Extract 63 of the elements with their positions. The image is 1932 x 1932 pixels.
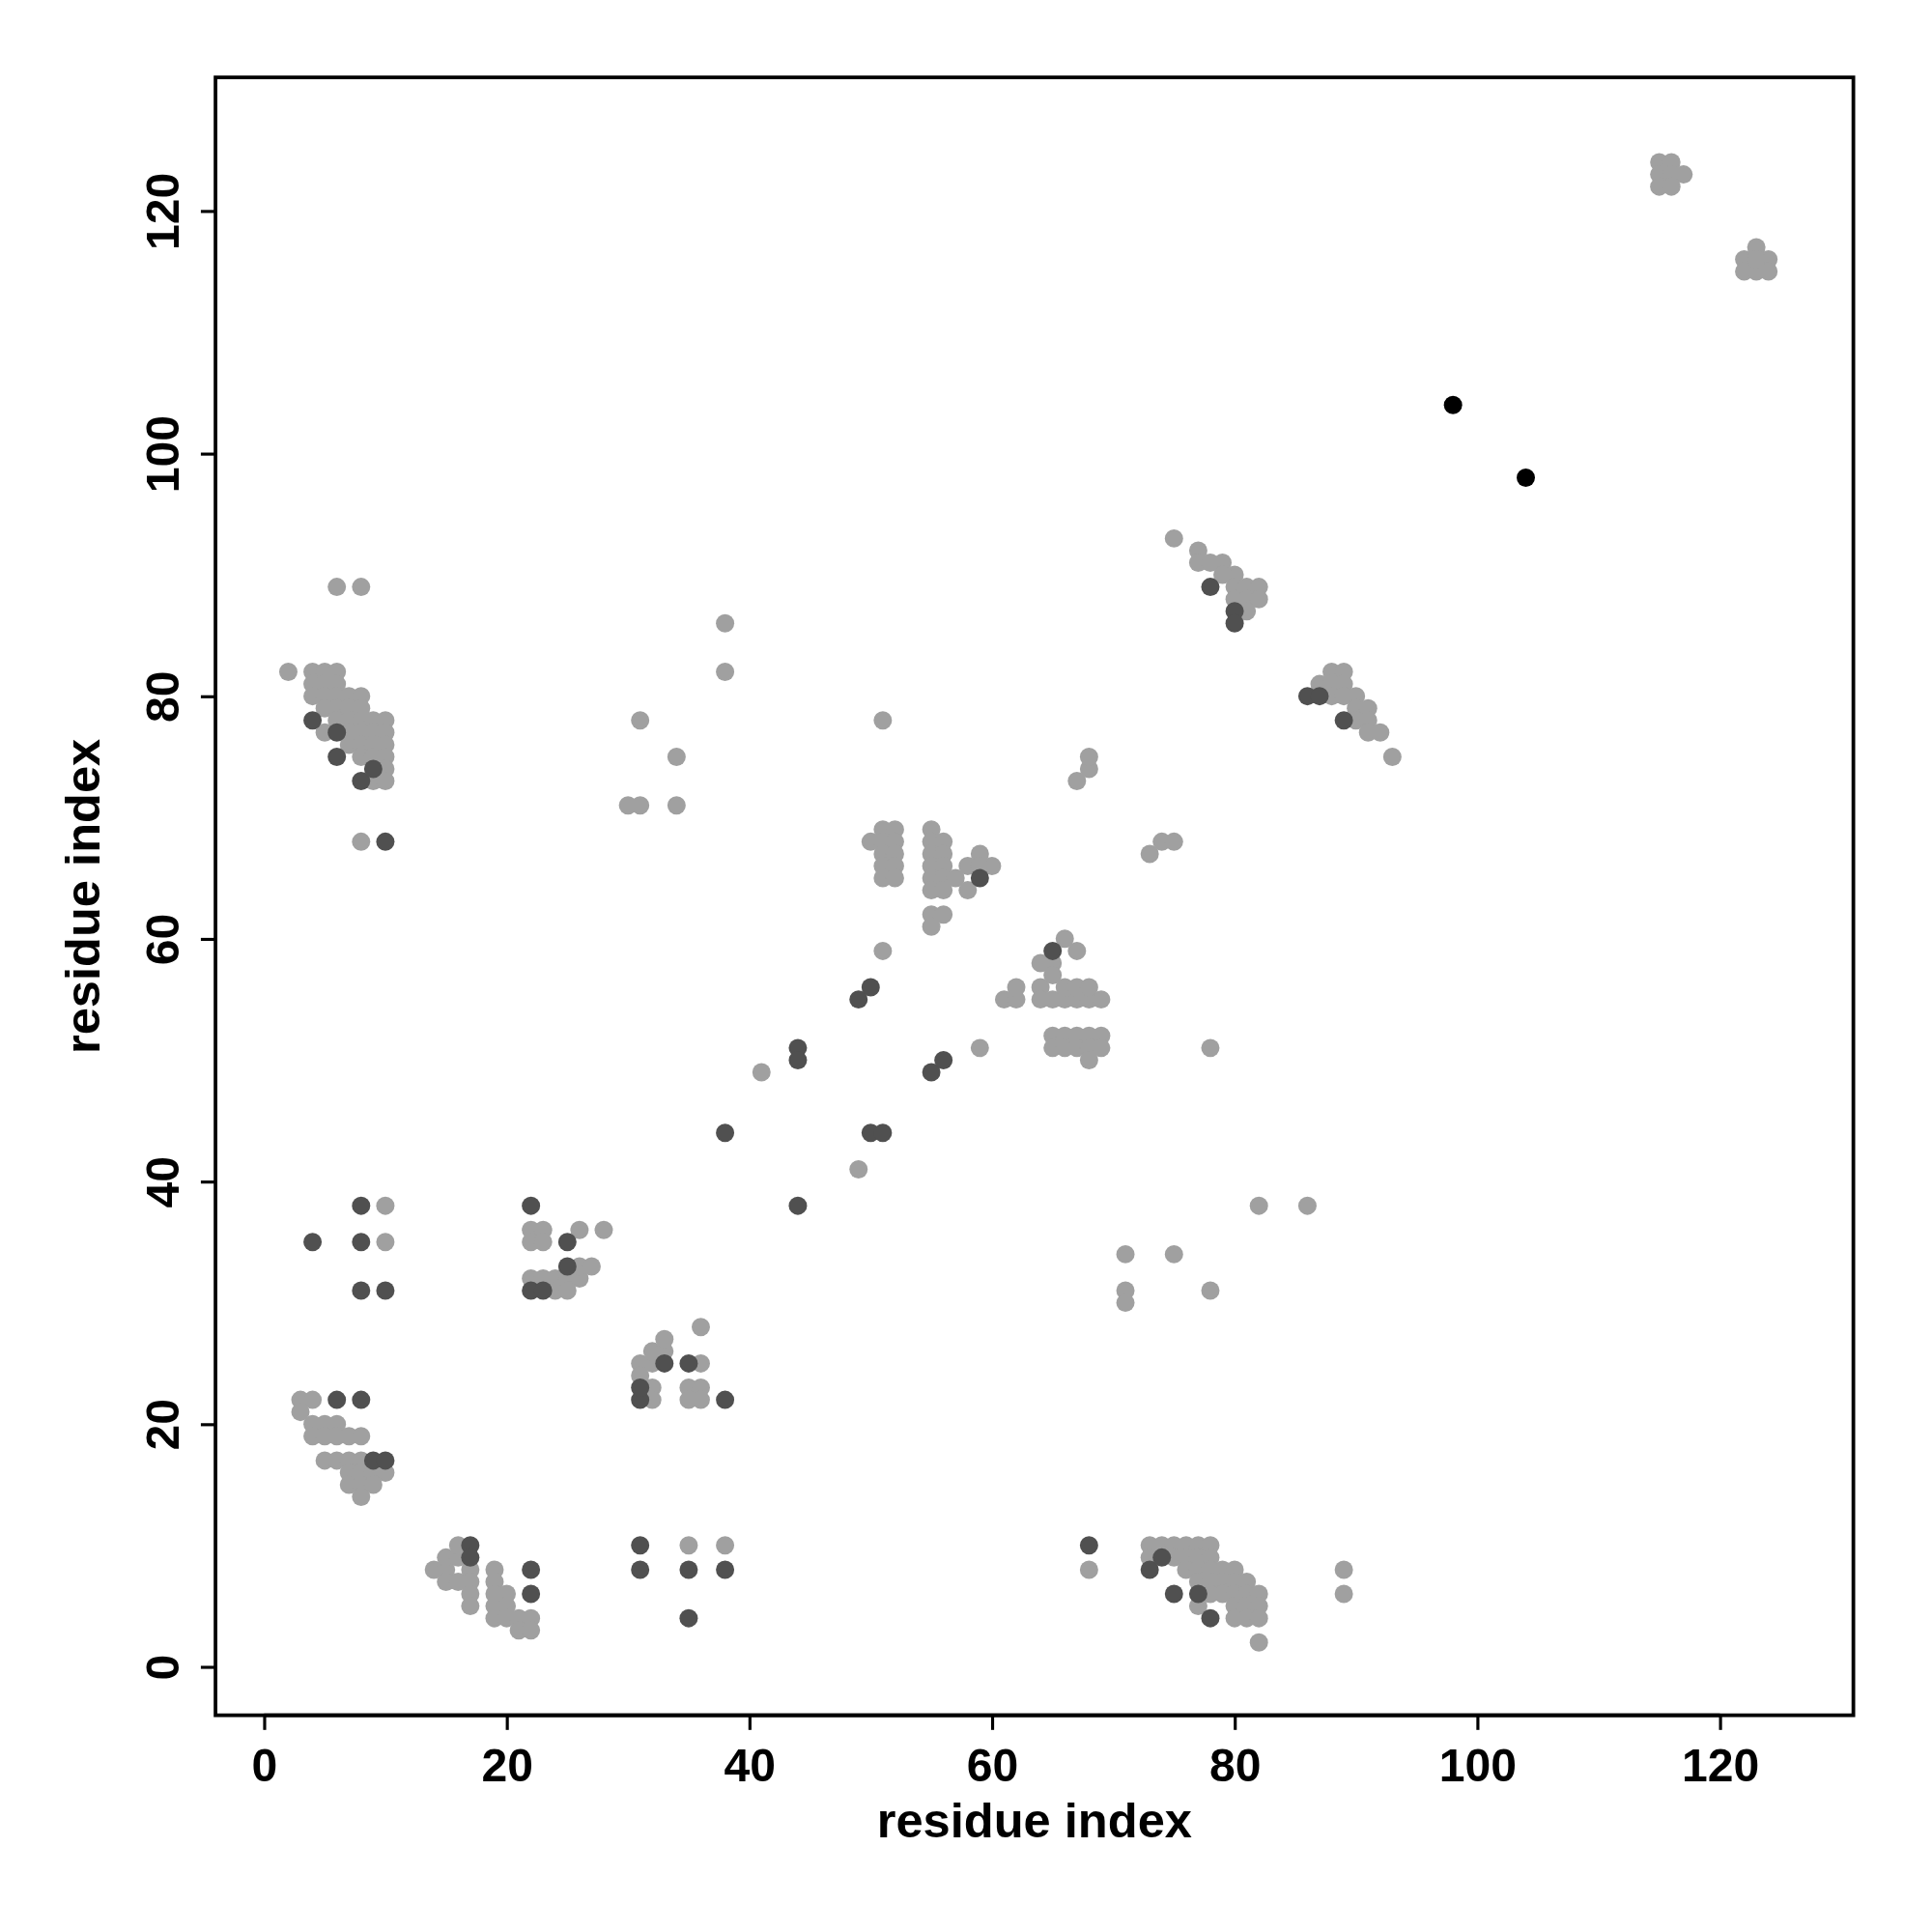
point (970, 868, 989, 888)
point (788, 1196, 808, 1215)
point (1334, 711, 1353, 730)
point (1517, 469, 1535, 488)
point (1443, 395, 1463, 414)
point (327, 723, 347, 742)
point (327, 747, 347, 766)
point (522, 1560, 541, 1579)
x-tick-label: 80 (1208, 1739, 1262, 1792)
point (1152, 1548, 1172, 1567)
point (861, 978, 880, 997)
point (352, 1281, 371, 1300)
x-axis-title: residue index (876, 1793, 1192, 1849)
point (716, 1390, 735, 1409)
point (1140, 1560, 1159, 1579)
point (303, 1233, 323, 1252)
point (376, 1451, 395, 1470)
x-tick-label: 0 (251, 1739, 278, 1792)
point (655, 1353, 674, 1373)
point (934, 1050, 953, 1069)
point (1188, 1584, 1208, 1604)
x-tick-label: 60 (966, 1739, 1019, 1792)
point (679, 1608, 698, 1628)
point (1201, 1608, 1220, 1628)
point (376, 832, 395, 851)
point (849, 990, 868, 1009)
point (1201, 578, 1220, 597)
x-tick-label: 100 (1438, 1739, 1518, 1792)
x-tick-label: 120 (1681, 1739, 1760, 1792)
y-axis-title: residue index (54, 738, 110, 1055)
point (363, 759, 383, 779)
y-tick-label: 0 (136, 1654, 189, 1681)
point (352, 772, 371, 791)
x-tick-label: 20 (481, 1739, 533, 1792)
point (557, 1257, 577, 1276)
point (922, 1063, 941, 1082)
y-tick-label: 20 (136, 1399, 189, 1451)
point (631, 1560, 650, 1579)
point (679, 1353, 698, 1373)
x-tick-label: 40 (724, 1739, 777, 1792)
point (716, 1123, 735, 1143)
point (1310, 687, 1329, 706)
y-tick-label: 80 (136, 670, 189, 724)
point (1079, 1536, 1098, 1555)
point (352, 1390, 371, 1409)
point (376, 1281, 395, 1300)
point (522, 1196, 541, 1215)
y-tick-label: 120 (136, 172, 189, 251)
y-tick-label: 60 (136, 913, 189, 966)
point (303, 711, 323, 730)
point (679, 1560, 698, 1579)
point (873, 1123, 893, 1143)
point (352, 1233, 371, 1252)
point (631, 1536, 650, 1555)
point (557, 1233, 577, 1252)
point (716, 1560, 735, 1579)
y-tick-label: 40 (136, 1155, 189, 1208)
y-tick-label: 100 (136, 414, 189, 494)
point (352, 1196, 371, 1215)
point (1164, 1584, 1183, 1604)
point (1043, 941, 1063, 960)
point (522, 1584, 541, 1604)
point (327, 1390, 347, 1409)
